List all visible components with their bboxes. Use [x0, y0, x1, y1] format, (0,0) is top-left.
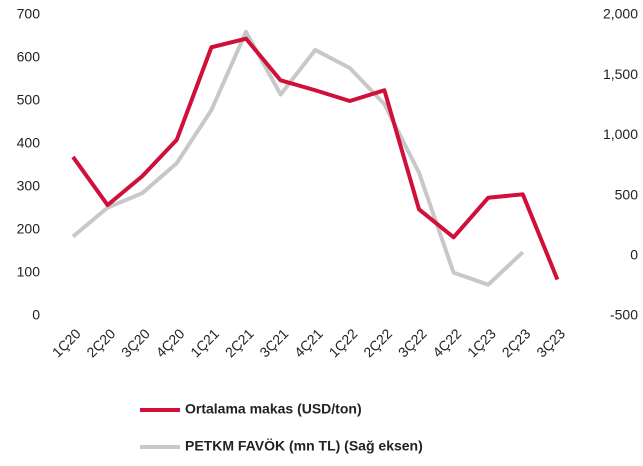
x-tick-label: 3Ç22 — [395, 325, 430, 360]
y2-tick-label: -500 — [610, 307, 638, 323]
x-tick-label: 4Ç22 — [429, 325, 464, 360]
x-tick-label: 3Ç21 — [256, 325, 291, 360]
x-tick-label: 2Ç20 — [83, 325, 118, 360]
x-tick-label: 1Ç22 — [326, 325, 361, 360]
x-tick-label: 1Ç23 — [464, 325, 499, 360]
x-tick-label: 3Ç23 — [533, 325, 568, 360]
series-line — [71, 36, 560, 281]
y2-tick-label: 1,000 — [603, 126, 638, 142]
x-tick-label: 2Ç21 — [222, 325, 257, 360]
y-tick-label: 0 — [32, 307, 40, 323]
series-line — [71, 29, 525, 287]
x-tick-label: 2Ç22 — [360, 325, 395, 360]
x-tick-label: 2Ç23 — [499, 325, 534, 360]
y-tick-label: 700 — [17, 6, 41, 22]
y2-tick-label: 0 — [630, 247, 638, 263]
y-tick-label: 300 — [17, 178, 41, 194]
y-tick-label: 100 — [17, 264, 41, 280]
y-tick-label: 600 — [17, 49, 41, 65]
legend-label: PETKM FAVÖK (mn TL) (Sağ eksen) — [185, 438, 423, 454]
y2-tick-label: 500 — [615, 186, 639, 202]
legend-label: Ortalama makas (USD/ton) — [185, 401, 362, 417]
y-tick-label: 200 — [17, 221, 41, 237]
x-tick-label: 1Ç20 — [49, 325, 84, 360]
y2-tick-label: 1,500 — [603, 66, 638, 82]
y2-tick-label: 2,000 — [603, 6, 638, 22]
y-tick-label: 500 — [17, 92, 41, 108]
x-tick-label: 1Ç21 — [187, 325, 222, 360]
x-tick-label: 4Ç21 — [291, 325, 326, 360]
y-tick-label: 400 — [17, 135, 41, 151]
x-tick-label: 4Ç20 — [153, 325, 188, 360]
x-tick-label: 3Ç20 — [118, 325, 153, 360]
